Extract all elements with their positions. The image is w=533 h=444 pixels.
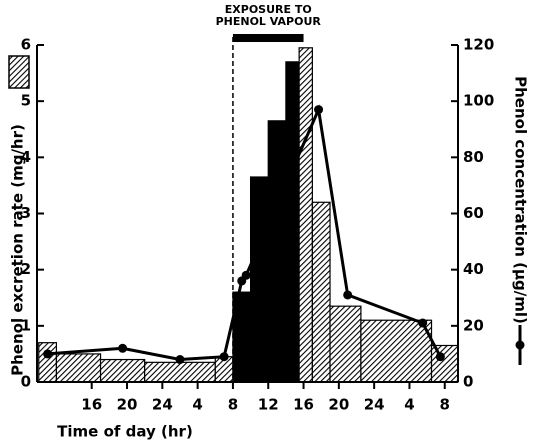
bar xyxy=(311,201,331,383)
bar xyxy=(55,353,102,383)
x-tick-label: 8 xyxy=(228,396,238,414)
y-tick-label: 0 xyxy=(21,373,31,391)
y2-tick-label: 120 xyxy=(463,36,494,54)
x-tick-label: 12 xyxy=(258,396,279,414)
y2-tick-label: 80 xyxy=(463,148,484,166)
y2-axis-label: Phenol concentration (µg/ml) xyxy=(512,76,530,324)
x-tick-label: 16 xyxy=(293,396,314,414)
y-tick-label: 4 xyxy=(21,148,31,166)
bar xyxy=(99,358,146,383)
x-tick-label: 4 xyxy=(404,396,414,414)
x-tick-label: 4 xyxy=(192,396,202,414)
bar xyxy=(267,120,287,383)
y-tick-label: 1 xyxy=(21,316,31,334)
bar xyxy=(285,61,300,383)
x-tick-label: 24 xyxy=(152,396,173,414)
concentration-point xyxy=(343,290,353,300)
bar xyxy=(329,305,362,383)
concentration-point xyxy=(241,270,251,280)
y-axis-label: Phenol excretion rate (mg/hr) xyxy=(9,124,27,376)
y2-tick-label: 100 xyxy=(463,92,494,110)
x-tick-label: 20 xyxy=(328,396,349,414)
concentration-point xyxy=(118,343,128,353)
y-tick-label: 2 xyxy=(21,260,31,278)
bar xyxy=(360,319,433,383)
annotation-text: PHENOL VAPOUR xyxy=(216,15,322,28)
bar xyxy=(38,342,58,383)
concentration-point xyxy=(219,352,229,362)
concentration-point xyxy=(314,105,324,115)
x-axis-label: Time of day (hr) xyxy=(57,423,193,441)
bar xyxy=(298,47,313,383)
x-tick-label: 8 xyxy=(440,396,450,414)
y2-tick-label: 60 xyxy=(463,204,484,222)
bar xyxy=(249,176,269,383)
annotation-text: EXPOSURE TO xyxy=(225,3,312,16)
x-tick-label: 24 xyxy=(364,396,385,414)
y-tick-label: 3 xyxy=(21,204,31,222)
bar xyxy=(430,344,459,383)
exposure-bar xyxy=(232,34,304,42)
x-tick-label: 20 xyxy=(117,396,138,414)
y-tick-label: 6 xyxy=(21,36,31,54)
concentration-point xyxy=(43,349,53,359)
concentration-point xyxy=(435,352,445,362)
y2-tick-label: 20 xyxy=(463,316,484,334)
x-tick-label: 16 xyxy=(81,396,102,414)
concentration-point xyxy=(418,318,428,328)
legend-key-line xyxy=(515,325,525,365)
bar xyxy=(144,361,216,383)
y2-tick-label: 0 xyxy=(463,373,473,391)
concentration-point xyxy=(175,355,185,365)
legend-key-bars xyxy=(8,55,30,89)
y-tick-label: 5 xyxy=(21,92,31,110)
y2-tick-label: 40 xyxy=(463,260,484,278)
